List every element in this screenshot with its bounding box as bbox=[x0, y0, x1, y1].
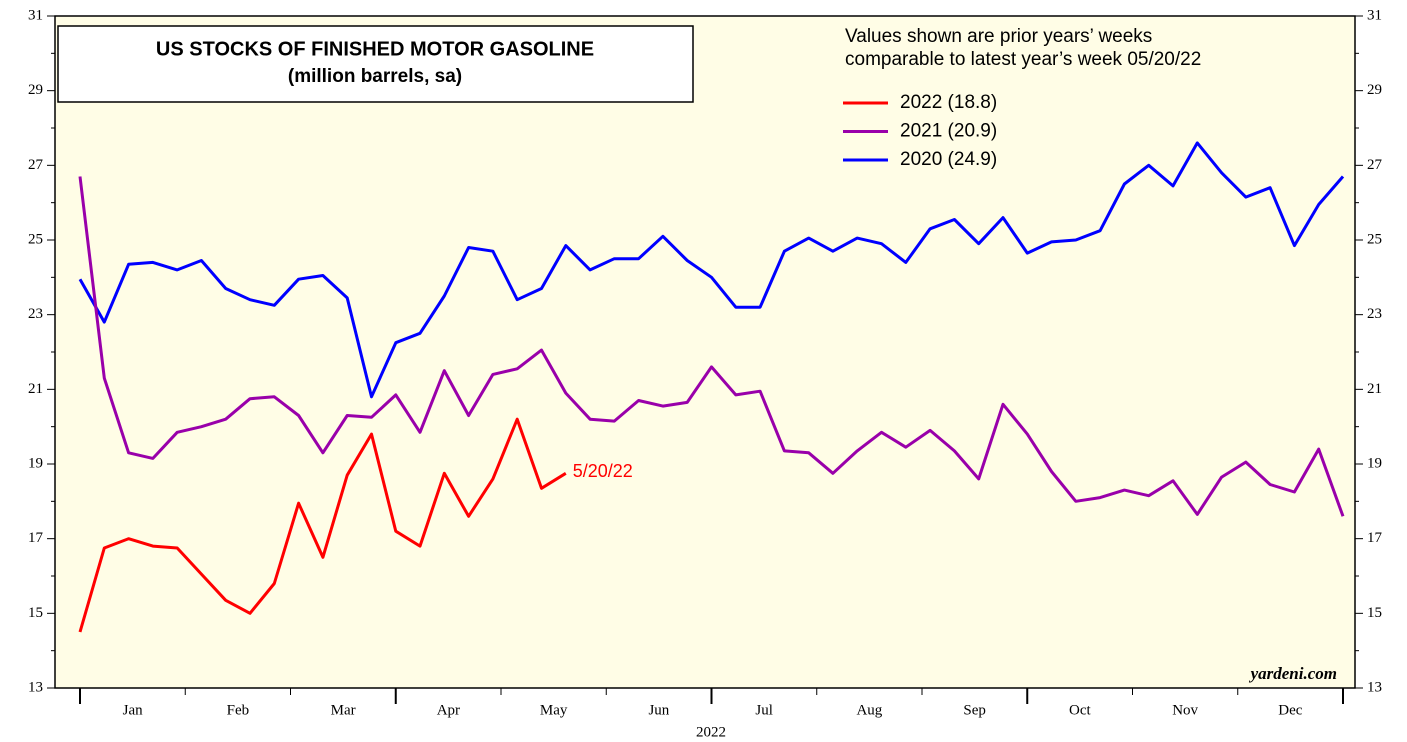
annotation: Values shown are prior years’ weeks bbox=[845, 26, 1152, 47]
y-tick-label: 27 bbox=[28, 157, 44, 173]
x-tick-label: Jul bbox=[755, 702, 773, 718]
series-line bbox=[78, 176, 1345, 517]
y2-tick-label: 21 bbox=[1367, 381, 1382, 397]
y2-tick-label: 29 bbox=[1367, 82, 1382, 98]
y2-tick-label: 23 bbox=[1367, 306, 1382, 322]
legend-label: 2021 (20.9) bbox=[900, 121, 997, 142]
y-tick-label: 13 bbox=[28, 679, 43, 695]
legend-label: 2020 (24.9) bbox=[900, 149, 997, 170]
chart-subtitle: (million barrels, sa) bbox=[288, 66, 462, 87]
y2-tick-label: 19 bbox=[1367, 455, 1382, 471]
end-label: 5/20/22 bbox=[573, 461, 633, 481]
y-tick-label: 31 bbox=[28, 7, 43, 23]
annotation: comparable to latest year’s week 05/20/2… bbox=[845, 49, 1201, 70]
x-tick-label: Jan bbox=[123, 702, 143, 718]
y-tick-label: 25 bbox=[28, 231, 43, 247]
y2-tick-label: 25 bbox=[1367, 231, 1382, 247]
x-tick-label: Jun bbox=[648, 702, 669, 718]
x-tick-label: Mar bbox=[331, 702, 356, 718]
y-tick-label: 15 bbox=[28, 605, 43, 621]
title-box bbox=[57, 25, 694, 103]
chart-title: US STOCKS OF FINISHED MOTOR GASOLINE bbox=[156, 38, 594, 60]
x-tick-label: Nov bbox=[1172, 702, 1198, 718]
x-tick-label: Feb bbox=[227, 702, 250, 718]
source: yardeni.com bbox=[1249, 664, 1337, 683]
y-tick-label: 23 bbox=[28, 306, 43, 322]
x-tick-label: Dec bbox=[1278, 702, 1302, 718]
x-tick-label: Oct bbox=[1069, 702, 1091, 718]
x-tick-label: Sep bbox=[963, 702, 986, 718]
y2-tick-label: 15 bbox=[1367, 605, 1382, 621]
x-tick-label: Aug bbox=[856, 702, 882, 718]
y2-tick-label: 27 bbox=[1367, 157, 1383, 173]
y2-tick-label: 17 bbox=[1367, 530, 1383, 546]
x-tick-label: Apr bbox=[437, 702, 460, 718]
y-tick-label: 17 bbox=[28, 530, 44, 546]
series-line bbox=[78, 141, 1345, 399]
y-tick-label: 29 bbox=[28, 82, 43, 98]
x-tick-label: May bbox=[540, 702, 568, 718]
legend-label: 2022 (18.8) bbox=[900, 92, 997, 113]
y2-tick-label: 13 bbox=[1367, 679, 1382, 695]
plot-area bbox=[54, 15, 1356, 689]
series-line bbox=[78, 417, 567, 633]
y-tick-label: 21 bbox=[28, 381, 43, 397]
y-tick-label: 19 bbox=[28, 455, 43, 471]
y2-tick-label: 31 bbox=[1367, 7, 1382, 23]
x-axis-label: 2022 bbox=[696, 724, 726, 740]
